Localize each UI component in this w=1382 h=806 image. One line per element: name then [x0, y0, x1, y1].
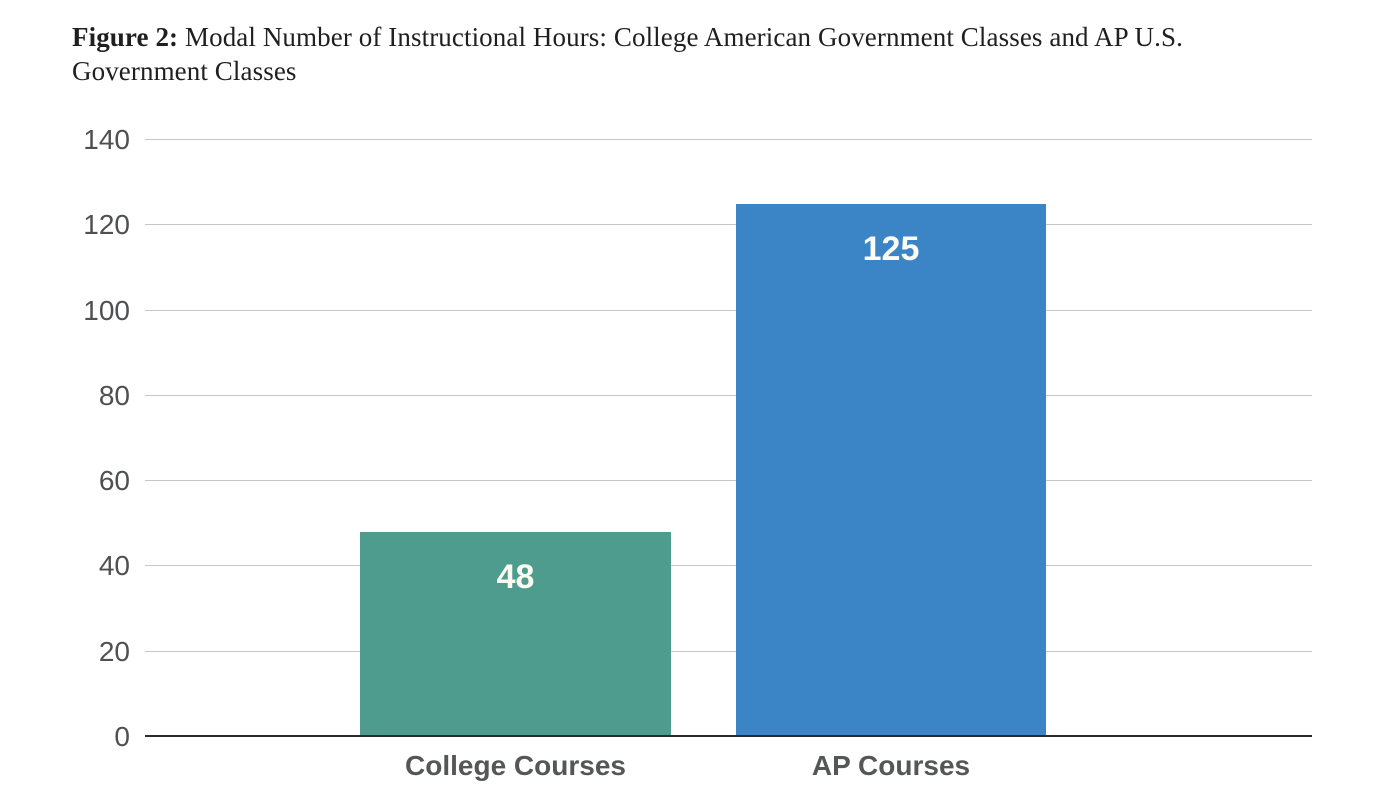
gridline: [145, 480, 1312, 482]
bar-value-label: 48: [496, 558, 535, 597]
gridline: [145, 139, 1312, 140]
x-axis-category-label: College Courses: [405, 750, 626, 781]
y-axis-tick-label: 0: [114, 721, 130, 752]
y-axis-tick-label: 80: [98, 379, 130, 411]
y-axis-tick-label: 100: [83, 294, 130, 326]
figure-number-label: Figure 2:: [72, 22, 179, 52]
bar-college-courses: 48: [360, 532, 671, 737]
x-axis-category-label: AP Courses: [811, 750, 971, 781]
y-axis-tick-label: 40: [98, 550, 130, 582]
gridline: [145, 650, 1312, 652]
gridline: [145, 565, 1312, 567]
x-axis-line: [145, 735, 1312, 737]
y-axis-tick-label: 140: [83, 124, 130, 155]
y-axis-tick-label: 20: [98, 635, 130, 667]
bar-ap-courses: 125: [736, 203, 1046, 737]
gridline: [145, 394, 1312, 396]
bar-value-label: 125: [862, 229, 920, 268]
figure-title: Figure 2: Modal Number of Instructional …: [72, 20, 1264, 88]
y-axis-tick-label: 60: [98, 465, 130, 497]
y-axis-tick-label: 120: [83, 209, 130, 241]
gridline: [145, 224, 1312, 226]
plot-area: 0 20 40 60 80 100 120 140 48 College Courses 125 AP…: [83, 124, 1312, 781]
figure-title-text: Modal Number of Instructional Hours: Col…: [72, 22, 1183, 86]
gridline: [145, 309, 1312, 311]
